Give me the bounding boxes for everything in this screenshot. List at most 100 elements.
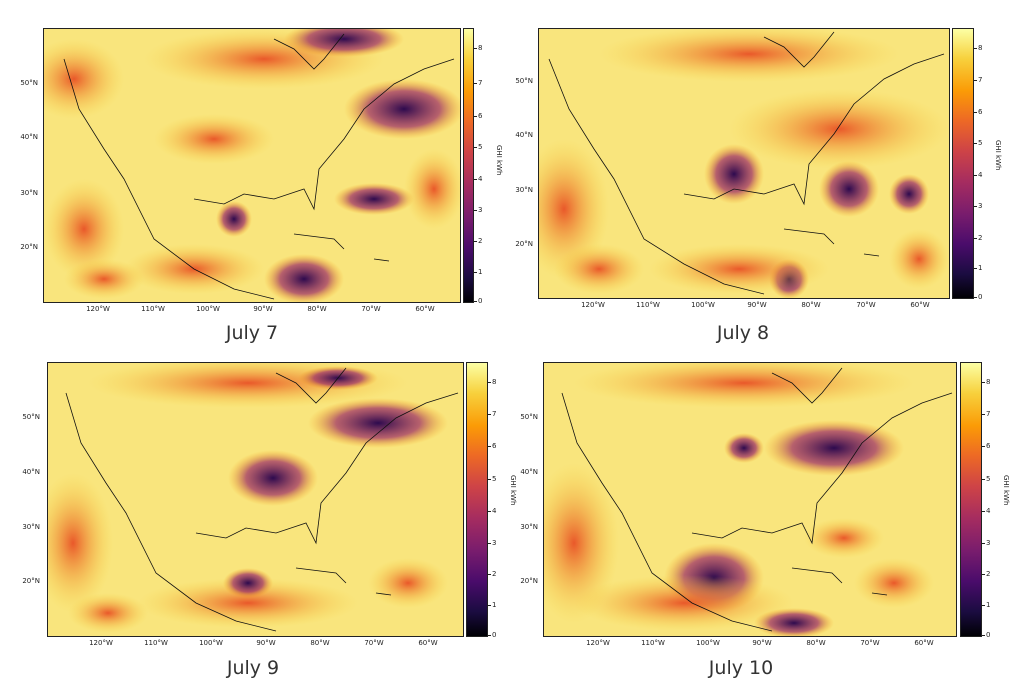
colorbar xyxy=(466,362,488,637)
colorbar-tick: 6 xyxy=(487,442,497,450)
colorbar-tick: 4 xyxy=(487,507,497,515)
colorbar-label: GHI kWh xyxy=(1002,475,1010,506)
lat-tick: 30°N xyxy=(520,523,538,531)
lat-tick: 20°N xyxy=(520,577,538,585)
lon-tick: 110°W xyxy=(636,301,660,309)
lon-tick: 80°W xyxy=(801,301,821,309)
colorbar-tick: 5 xyxy=(487,475,497,483)
lat-tick: 50°N xyxy=(520,413,538,421)
lon-tick: 70°W xyxy=(856,301,876,309)
colorbar-tick: 8 xyxy=(973,44,983,52)
map-canvas xyxy=(539,29,949,298)
colorbar xyxy=(463,28,474,303)
lat-tick: 50°N xyxy=(22,413,40,421)
lon-tick: 60°W xyxy=(418,639,438,647)
map-canvas xyxy=(48,363,463,636)
lat-tick: 20°N xyxy=(20,243,38,251)
lon-tick: 60°W xyxy=(415,305,435,313)
lon-tick: 120°W xyxy=(89,639,113,647)
colorbar-tick: 4 xyxy=(473,175,483,183)
lon-tick: 80°W xyxy=(806,639,826,647)
lon-tick: 100°W xyxy=(696,639,720,647)
lon-tick: 70°W xyxy=(361,305,381,313)
ghi-map-july-7 xyxy=(43,28,461,303)
colorbar-tick: 2 xyxy=(473,237,483,245)
lon-tick: 70°W xyxy=(364,639,384,647)
colorbar-label: GHI kWh xyxy=(994,140,1002,171)
lon-tick: 100°W xyxy=(691,301,715,309)
map-canvas xyxy=(544,363,956,636)
lon-tick: 90°W xyxy=(253,305,273,313)
panel-caption: July 10 xyxy=(708,657,774,679)
colorbar-tick: 3 xyxy=(973,202,983,210)
colorbar-tick: 7 xyxy=(487,410,497,418)
lat-tick: 40°N xyxy=(520,468,538,476)
colorbar-tick: 0 xyxy=(973,293,983,301)
colorbar xyxy=(952,28,974,299)
colorbar-tick: 8 xyxy=(981,378,991,386)
lon-tick: 90°W xyxy=(752,639,772,647)
lon-tick: 70°W xyxy=(860,639,880,647)
colorbar-tick: 3 xyxy=(473,206,483,214)
map-canvas xyxy=(44,29,460,302)
lon-tick: 60°W xyxy=(910,301,930,309)
panel-caption: July 8 xyxy=(716,322,770,344)
lon-tick: 110°W xyxy=(641,639,665,647)
lon-tick: 100°W xyxy=(196,305,220,313)
colorbar-tick: 4 xyxy=(973,171,983,179)
colorbar-tick: 5 xyxy=(981,475,991,483)
panel-caption: July 7 xyxy=(225,322,279,344)
lon-tick: 110°W xyxy=(144,639,168,647)
lon-tick: 90°W xyxy=(256,639,276,647)
colorbar-tick: 1 xyxy=(473,268,483,276)
colorbar-tick: 0 xyxy=(473,297,483,305)
colorbar-tick: 6 xyxy=(473,112,483,120)
lon-tick: 90°W xyxy=(747,301,767,309)
lat-tick: 30°N xyxy=(515,186,533,194)
colorbar-tick: 6 xyxy=(973,108,983,116)
colorbar-label: GHI kWh xyxy=(509,475,517,506)
lat-tick: 40°N xyxy=(22,468,40,476)
lat-tick: 50°N xyxy=(515,77,533,85)
colorbar-tick: 1 xyxy=(981,601,991,609)
colorbar-tick: 4 xyxy=(981,507,991,515)
colorbar-tick: 0 xyxy=(981,631,991,639)
colorbar-tick: 7 xyxy=(973,76,983,84)
colorbar-tick: 1 xyxy=(487,601,497,609)
colorbar-tick: 5 xyxy=(973,139,983,147)
ghi-map-july-10 xyxy=(543,362,957,637)
panel-caption: July 9 xyxy=(226,657,280,679)
ghi-map-july-9 xyxy=(47,362,464,637)
colorbar-tick: 3 xyxy=(981,539,991,547)
lat-tick: 40°N xyxy=(20,133,38,141)
lat-tick: 50°N xyxy=(20,79,38,87)
lon-tick: 120°W xyxy=(86,305,110,313)
colorbar-tick: 7 xyxy=(473,79,483,87)
colorbar-tick: 8 xyxy=(473,44,483,52)
colorbar-label: GHI kWh xyxy=(495,145,503,176)
lon-tick: 120°W xyxy=(586,639,610,647)
colorbar-tick: 5 xyxy=(473,143,483,151)
lon-tick: 80°W xyxy=(307,305,327,313)
colorbar-tick: 1 xyxy=(973,264,983,272)
colorbar-tick: 2 xyxy=(487,570,497,578)
lat-tick: 30°N xyxy=(20,189,38,197)
colorbar xyxy=(960,362,982,637)
colorbar-tick: 6 xyxy=(981,442,991,450)
colorbar-tick: 2 xyxy=(973,234,983,242)
colorbar-tick: 8 xyxy=(487,378,497,386)
lat-tick: 40°N xyxy=(515,131,533,139)
lon-tick: 60°W xyxy=(914,639,934,647)
colorbar-tick: 0 xyxy=(487,631,497,639)
lat-tick: 20°N xyxy=(515,240,533,248)
lat-tick: 20°N xyxy=(22,577,40,585)
lon-tick: 120°W xyxy=(581,301,605,309)
colorbar-tick: 2 xyxy=(981,570,991,578)
ghi-map-july-8 xyxy=(538,28,950,299)
lon-tick: 80°W xyxy=(310,639,330,647)
colorbar-tick: 3 xyxy=(487,539,497,547)
lon-tick: 100°W xyxy=(199,639,223,647)
colorbar-tick: 7 xyxy=(981,410,991,418)
lon-tick: 110°W xyxy=(141,305,165,313)
lat-tick: 30°N xyxy=(22,523,40,531)
